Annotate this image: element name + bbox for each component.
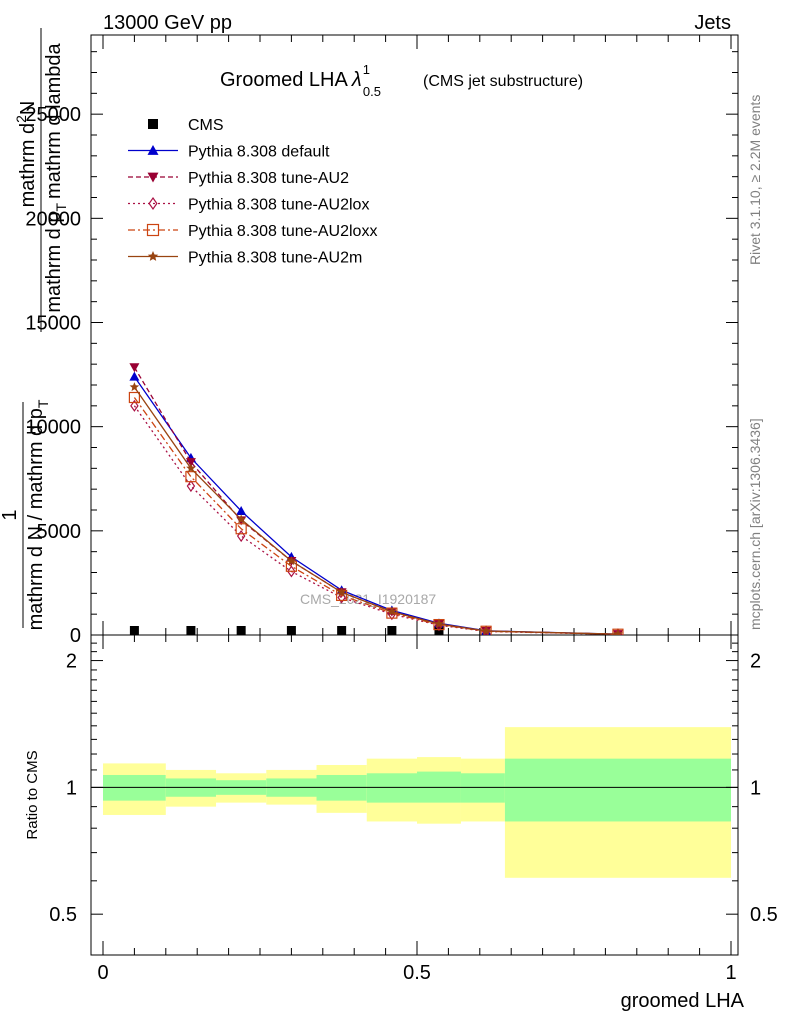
series-2-point-1 [185, 458, 196, 468]
main-y-tick-label: 15000 [25, 313, 81, 335]
series-0-point-3 [286, 626, 296, 635]
series-3-point-1 [186, 479, 196, 493]
series-0-point-0 [129, 626, 139, 635]
series-5-point-2 [236, 514, 246, 524]
series-5 [129, 382, 623, 635]
inner-band-bin-5 [366, 773, 417, 803]
x-tick-label: 0.5 [403, 962, 431, 984]
y-label-den-2: mathrm d pTmathrm d lambda [43, 42, 69, 312]
main-y-tick-label: 25000 [25, 104, 81, 126]
ratio-y-tick-label: 1 [66, 777, 77, 799]
series-5-point-4 [336, 587, 347, 597]
series-5-point-7 [481, 626, 491, 635]
legend-label-1: Pythia 8.308 default [188, 144, 330, 161]
legend-entry-0: CMS [148, 117, 224, 134]
main-y-axis-label: 1 mathrm d N / mathrm d pT mathrm d2N ma… [0, 28, 69, 630]
series-1-point-2 [236, 506, 247, 516]
rivet-version-label: Rivet 3.1.10, ≥ 2.2M events [747, 95, 763, 265]
legend-label-4: Pythia 8.308 tune-AU2loxx [188, 223, 377, 240]
ratio-plot-frame [90, 634, 739, 956]
main-y-tick-label: 20000 [25, 208, 81, 230]
ratio-y-axis-label: Ratio to CMS [24, 750, 41, 839]
legend-label-2: Pythia 8.308 tune-AU2 [188, 170, 349, 187]
series-4-point-2 [235, 523, 247, 535]
ratio-y-tick-label: 2 [66, 651, 77, 673]
series-4-point-0 [128, 391, 140, 404]
main-y-tick-label: 0 [70, 625, 81, 647]
legend-marker-4 [146, 223, 160, 237]
x-axis-label: groomed LHA [621, 990, 745, 1012]
series-1-point-0 [129, 371, 140, 381]
legend-entry-4: Pythia 8.308 tune-AU2loxx [128, 223, 377, 240]
x-tick-label: 1 [725, 962, 736, 984]
ratio-y-tick-label-right: 0.5 [750, 904, 778, 926]
mcplots-reference-label: mcplots.cern.ch [arXiv:1306.3436] [747, 418, 763, 630]
main-y-tick-label: 5000 [37, 521, 82, 543]
series-0-point-5 [387, 626, 397, 635]
y-label-num-2: mathrm d2N [13, 101, 39, 208]
legend-marker-1 [147, 145, 159, 155]
series-3-point-3 [287, 565, 296, 578]
y-label-first-fraction: 1 mathrm d N / mathrm d pT [0, 399, 51, 630]
legend: CMS Pythia 8.308 default Pythia 8.308 tune… [128, 117, 377, 267]
y-label-second-fraction: mathrm d2N mathrm d pTmathrm d lambda [13, 28, 69, 332]
series-5-point-1 [186, 463, 196, 473]
axis-ticks: 0 5000 10000 15000 20000 25000 0.5 0.5 1 1 2 2 0 0.5 1 [25, 35, 778, 984]
series-4-point-1 [185, 471, 197, 483]
y-label-num-1: 1 [0, 509, 21, 520]
inner-band-bin-8 [504, 758, 731, 822]
series-5-point-5 [387, 606, 397, 616]
analysis-watermark: CMS_2021_I1920187 [300, 591, 436, 607]
legend-marker-2 [147, 172, 159, 183]
x-tick-label: 0 [97, 962, 108, 984]
legend-entry-2: Pythia 8.308 tune-AU2 [128, 170, 349, 187]
ratio-y-tick-label-right: 1 [750, 777, 761, 799]
legend-marker-5 [147, 251, 159, 261]
ratio-y-tick-label-right: 2 [750, 651, 761, 673]
ratio-y-tick-label: 0.5 [49, 904, 77, 926]
legend-marker-3 [148, 196, 158, 211]
series-2-point-0 [129, 363, 140, 373]
series-5-point-3 [286, 556, 297, 566]
series-5-point-0 [129, 382, 140, 392]
series-0-point-2 [236, 626, 246, 635]
series-0-point-1 [186, 626, 196, 635]
series-3-point-2 [236, 529, 246, 543]
legend-label-0: CMS [188, 117, 224, 134]
process-label: Jets [694, 12, 731, 34]
legend-marker-0 [148, 119, 158, 129]
energy-label: 13000 GeV pp [103, 12, 232, 34]
plot-title: Groomed LHA λ1 0.5 [220, 62, 381, 99]
legend-entry-5: Pythia 8.308 tune-AU2m [128, 250, 362, 267]
series-5-point-6 [434, 619, 444, 628]
series-3-point-0 [130, 399, 139, 412]
inner-band-bin-7 [460, 773, 505, 803]
plot-subtitle: (CMS jet substructure) [423, 73, 583, 90]
legend-entry-3: Pythia 8.308 tune-AU2lox [128, 197, 369, 214]
series-0 [129, 626, 444, 635]
series-layer [128, 363, 624, 635]
legend-label-5: Pythia 8.308 tune-AU2m [188, 250, 362, 267]
legend-entry-1: Pythia 8.308 default [128, 144, 330, 161]
series-0-point-4 [337, 626, 347, 635]
ratio-uncertainty-bands [103, 727, 731, 878]
legend-label-3: Pythia 8.308 tune-AU2lox [188, 197, 369, 214]
series-5-point-8 [613, 629, 623, 635]
y-label-den-1: mathrm d N / mathrm d pT [25, 399, 51, 630]
series-line-2 [133, 366, 619, 635]
main-y-tick-label: 10000 [25, 417, 81, 439]
